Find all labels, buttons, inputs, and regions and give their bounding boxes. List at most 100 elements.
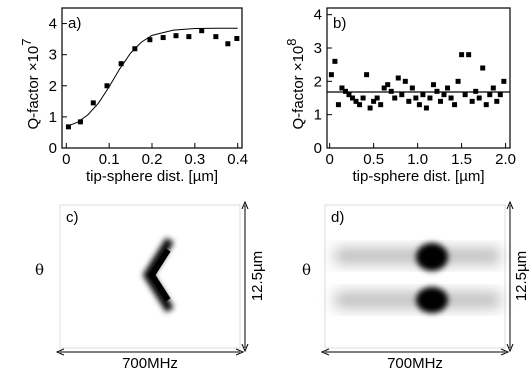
y-tick-label: 3	[314, 40, 322, 57]
y-axis-label: Q-factor ×107	[19, 38, 42, 129]
point	[427, 96, 432, 101]
width-label: 700MHz	[122, 355, 178, 372]
point	[368, 106, 373, 111]
figure: c) θ 12.5µm 700MHz d) θ 12.5µm 700MHz 0 1…	[0, 0, 530, 372]
point	[361, 96, 366, 101]
point	[491, 86, 496, 91]
y-axis-label-base: Q-factor ×10	[290, 46, 307, 130]
x-tick-label: 0.2	[142, 151, 163, 168]
point	[78, 119, 83, 124]
y-axis-label-exponent: 8	[284, 38, 299, 45]
point	[392, 96, 397, 101]
panel-label: d)	[331, 209, 344, 226]
point	[420, 92, 425, 97]
point	[91, 100, 96, 105]
point	[445, 86, 450, 91]
point	[452, 102, 457, 107]
point	[456, 79, 461, 84]
point	[403, 79, 408, 84]
point	[470, 99, 475, 104]
point	[396, 76, 401, 81]
signal-blob	[416, 287, 448, 313]
point	[413, 96, 418, 101]
point	[132, 46, 137, 51]
y-tick-label: 1	[314, 107, 322, 124]
point	[234, 36, 239, 41]
y-tick-label: 2	[314, 73, 322, 90]
point	[498, 92, 503, 97]
point	[410, 86, 415, 91]
panel-label: a)	[68, 15, 81, 32]
x-tick-label: 2.0	[495, 151, 516, 168]
x-tick-label: 0.5	[363, 151, 384, 168]
y-tick-label: 4	[314, 7, 322, 24]
y-axis-label-base: Q-factor ×10	[25, 46, 42, 130]
point	[329, 72, 334, 77]
y-axis-label: Q-factor ×108	[284, 38, 307, 129]
point	[431, 82, 436, 87]
point	[332, 59, 337, 64]
y-label: θ	[302, 261, 311, 279]
point	[105, 83, 110, 88]
panel-label: b)	[333, 15, 346, 32]
point	[480, 66, 485, 71]
y-tick-label: 1	[49, 109, 57, 126]
point	[389, 89, 394, 94]
point	[399, 92, 404, 97]
page: c) θ 12.5µm 700MHz d) θ 12.5µm 700MHz 0 1…	[0, 0, 530, 372]
point	[385, 82, 390, 87]
y-label: θ	[35, 261, 44, 279]
x-tick-label: 0	[62, 151, 70, 168]
height-label: 12.5µm	[249, 251, 266, 301]
y-tick-label: 0	[314, 140, 322, 157]
x-axis-label: tip-sphere dist. [µm]	[352, 168, 484, 185]
image-d: d) θ 12.5µm 700MHz	[302, 205, 530, 372]
point	[375, 96, 380, 101]
point	[357, 102, 362, 107]
point	[66, 124, 71, 129]
point	[336, 102, 341, 107]
point	[494, 99, 499, 104]
x-tick-label: 0.4	[227, 151, 248, 168]
point	[459, 52, 464, 57]
y-tick-label: 4	[49, 16, 57, 33]
point	[487, 92, 492, 97]
point	[434, 89, 439, 94]
point	[484, 102, 489, 107]
height-label: 12.5µm	[513, 251, 530, 301]
point	[473, 89, 478, 94]
point	[442, 92, 447, 97]
point	[449, 96, 454, 101]
point	[438, 99, 443, 104]
width-label: 700MHz	[387, 355, 443, 372]
y-tick-label: 3	[49, 47, 57, 64]
x-axis-label: tip-sphere dist. [µm]	[86, 168, 218, 185]
point	[424, 106, 429, 111]
panel-label: c)	[66, 209, 79, 226]
point	[466, 52, 471, 57]
fit-curve	[66, 28, 237, 126]
point	[161, 35, 166, 40]
point	[147, 37, 152, 42]
point	[364, 72, 369, 77]
x-tick-label: 1.0	[407, 151, 428, 168]
point	[186, 34, 191, 39]
image-frame	[325, 205, 505, 348]
y-axis-label-exponent: 7	[19, 38, 34, 45]
point	[213, 34, 218, 39]
plot-frame	[62, 8, 242, 148]
point	[477, 96, 482, 101]
point	[501, 79, 506, 84]
point	[225, 41, 230, 46]
point	[463, 92, 468, 97]
x-tick-label: 0.3	[184, 151, 205, 168]
image-c: c) θ 12.5µm 700MHz	[35, 205, 266, 372]
x-tick-label: 1.5	[451, 151, 472, 168]
x-tick-label: 0	[325, 151, 333, 168]
x-tick-label: 0.1	[99, 151, 120, 168]
point	[406, 99, 411, 104]
plot-frame	[327, 8, 510, 148]
point	[417, 102, 422, 107]
point	[174, 33, 179, 38]
point	[119, 61, 124, 66]
